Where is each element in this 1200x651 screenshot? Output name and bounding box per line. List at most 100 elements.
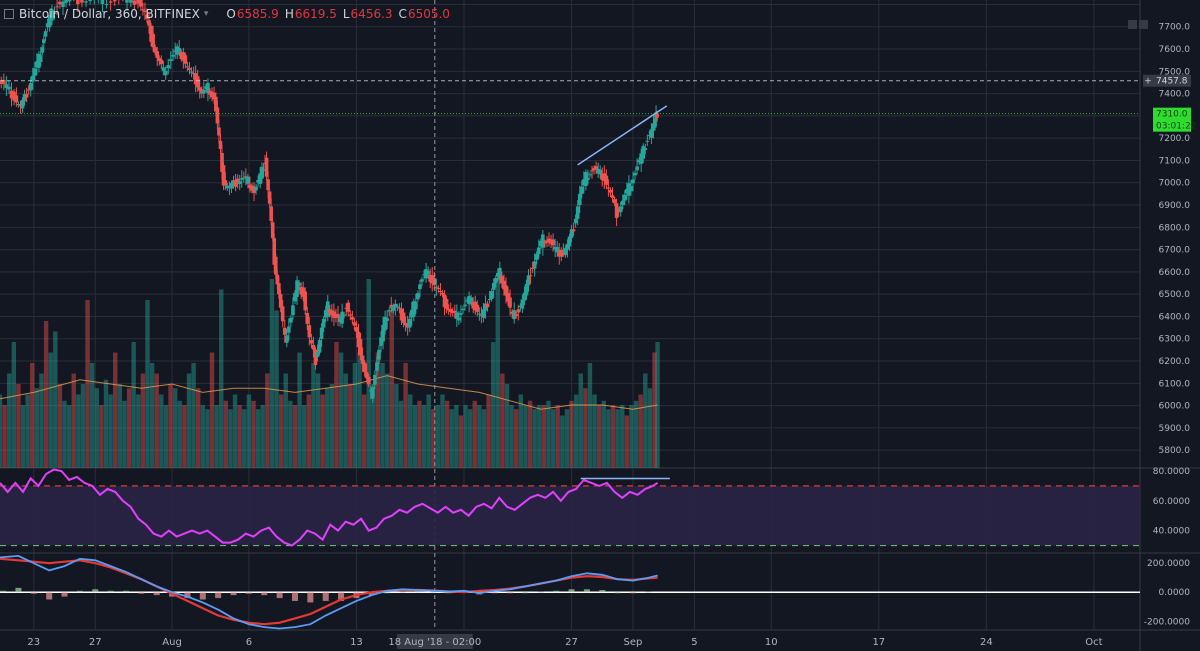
candle	[414, 293, 418, 314]
candle	[14, 87, 19, 107]
rsi-band	[0, 485, 1140, 546]
volume-bar	[113, 352, 118, 468]
candle-body	[254, 186, 258, 191]
candle	[313, 346, 318, 370]
candle-body	[112, 0, 117, 2]
candle	[604, 169, 609, 190]
candle-body	[293, 292, 297, 302]
candle-body	[153, 47, 157, 53]
candle	[450, 307, 455, 317]
candle-body	[506, 292, 510, 302]
candle	[241, 171, 246, 183]
candle-body	[43, 31, 48, 37]
volume-bar	[71, 373, 76, 468]
volume-bar	[7, 373, 12, 468]
candle-body	[641, 146, 646, 159]
candle-body	[545, 240, 549, 243]
candle-body	[592, 168, 596, 171]
candle	[20, 97, 25, 113]
candle	[547, 232, 551, 247]
volume-bar	[546, 400, 551, 468]
candle-body	[485, 303, 490, 308]
price-tick-label: 7000.0	[1159, 179, 1191, 189]
candle-body	[409, 310, 414, 318]
candle	[189, 67, 194, 78]
candle	[179, 49, 184, 62]
candle	[536, 239, 541, 259]
candle-body	[275, 274, 280, 285]
volume-bar	[311, 363, 316, 468]
candle-body	[420, 279, 424, 282]
candle-body	[270, 222, 275, 239]
time-tick-label: 23	[27, 637, 40, 648]
candle	[58, 0, 62, 9]
price-tick-label: 5900.0	[1159, 424, 1191, 434]
macd-histogram-bar	[368, 592, 375, 596]
candle-body	[436, 288, 441, 290]
candle	[526, 269, 531, 292]
ohlc-low-key: L	[342, 7, 350, 21]
macd-histogram-bar	[445, 592, 452, 594]
volume-bar	[136, 394, 141, 468]
symbol-title[interactable]: Bitcoin / Dollar, 360, BITFINEX	[19, 7, 200, 21]
volume-bar	[412, 405, 418, 468]
candle-body	[2, 79, 6, 85]
macd-histogram-bar	[522, 592, 529, 594]
candle	[175, 43, 179, 60]
candle-body	[132, 0, 137, 5]
candle-body	[299, 286, 303, 295]
candle	[516, 304, 521, 321]
candle	[559, 247, 564, 262]
candle	[487, 291, 492, 304]
candle	[305, 306, 310, 331]
candle-body	[467, 295, 471, 305]
candle-body	[179, 52, 184, 59]
volume-bar	[269, 279, 275, 468]
pane-settings-icon[interactable]	[1139, 20, 1148, 29]
volume-bar	[550, 409, 556, 468]
candle	[532, 253, 537, 277]
candle-body	[309, 340, 314, 344]
ohlc-close-value: 6505.0	[407, 7, 450, 21]
candle-body	[463, 304, 467, 307]
candle	[629, 179, 633, 196]
volume-bar	[297, 352, 302, 468]
macd-histogram-bar	[430, 591, 437, 593]
candle-body	[428, 274, 432, 282]
candle-body	[220, 153, 224, 172]
candle-body	[323, 310, 328, 318]
candle	[177, 39, 182, 57]
candle	[323, 305, 328, 322]
candle-body	[627, 183, 631, 196]
candle-body	[588, 174, 592, 176]
ohlc-high-key: H	[284, 7, 294, 21]
volume-bar	[454, 405, 459, 468]
rsi-line	[0, 468, 659, 547]
candle-body	[405, 323, 410, 328]
candle	[129, 0, 133, 8]
candle-body	[414, 301, 418, 310]
candle-body	[391, 306, 396, 311]
candle	[430, 267, 435, 292]
candle	[491, 278, 496, 298]
candle-body	[479, 314, 484, 316]
macd-histogram-bar	[307, 592, 314, 603]
candle	[610, 187, 615, 203]
candle	[440, 290, 445, 298]
candle	[405, 315, 410, 336]
candle	[508, 289, 512, 316]
candle	[287, 318, 291, 341]
symbol-icon[interactable]	[4, 9, 14, 19]
candle-body	[561, 251, 566, 253]
macd-histogram-bar	[399, 591, 406, 593]
chevron-down-icon[interactable]: ▾	[203, 9, 209, 19]
volume-bar	[228, 409, 233, 468]
candle	[625, 182, 629, 200]
candle	[590, 165, 594, 179]
candle-body	[163, 70, 168, 76]
volume-bar	[638, 394, 643, 468]
volume-bar	[168, 384, 173, 468]
macd-histogram-bar	[568, 589, 575, 593]
pane-maximize-icon[interactable]	[1128, 20, 1137, 29]
